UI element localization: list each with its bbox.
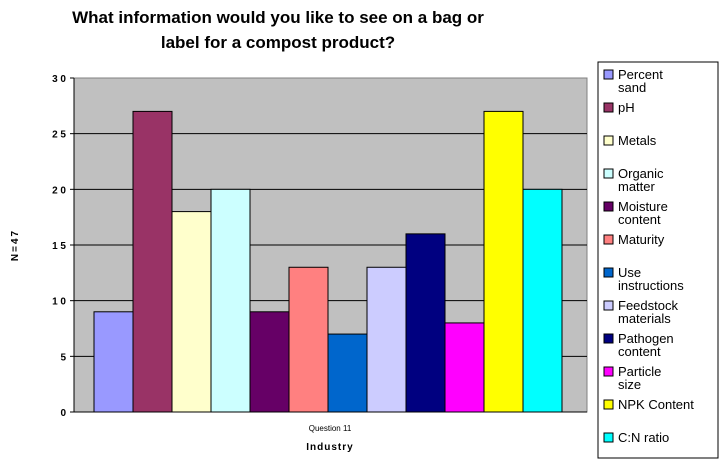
- legend-item: Metals: [603, 133, 657, 148]
- bar-organic-matter: [210, 188, 251, 413]
- y-tick-label: 5: [60, 352, 66, 363]
- legend-swatch: [603, 366, 614, 377]
- legend-swatch: [603, 102, 614, 113]
- legend-label: Metals: [618, 133, 657, 148]
- legend-item: Maturity: [603, 232, 665, 247]
- y-tick-label: 3 0: [52, 74, 66, 85]
- bar-npk-content: [483, 110, 524, 413]
- legend-swatch: [603, 201, 614, 212]
- bars: [93, 110, 563, 413]
- legend-label: Percent sand: [618, 67, 663, 95]
- legend-label: Maturity: [618, 232, 665, 247]
- bar-percent-sand: [93, 311, 134, 413]
- y-tick-label: 2 5: [52, 130, 66, 141]
- legend-item: Use instructions: [603, 265, 684, 293]
- legend-swatch: [603, 234, 614, 245]
- y-tick-label: 2 0: [52, 185, 66, 196]
- legend-item: Percent sand: [603, 67, 663, 95]
- legend-item: Particle size: [603, 364, 661, 392]
- bar-particle-size: [444, 322, 485, 413]
- legend-swatch: [603, 432, 614, 443]
- y-tick-label: 1 0: [52, 297, 66, 308]
- chart-title-line-2: label for a compost product?: [161, 33, 395, 52]
- x-axis-label: Industry: [306, 442, 353, 453]
- legend-label: Use instructions: [618, 265, 684, 293]
- legend-item: Feedstock materials: [603, 298, 678, 326]
- bar-ph: [132, 110, 173, 413]
- y-axis-label: N=47: [10, 229, 21, 261]
- legend-swatch: [603, 267, 614, 278]
- legend-label: Moisture content: [618, 199, 668, 227]
- legend-item: NPK Content: [603, 397, 694, 412]
- legend-label: Feedstock materials: [618, 298, 678, 326]
- legend-label: Organic matter: [618, 166, 664, 194]
- legend-swatch: [603, 399, 614, 410]
- legend-box: [597, 61, 719, 459]
- y-tick-label: 0: [60, 408, 66, 419]
- legend-label: Particle size: [618, 364, 661, 392]
- bar-c-n-ratio: [522, 188, 563, 413]
- legend-item: Moisture content: [603, 199, 668, 227]
- legend-label: NPK Content: [618, 397, 694, 412]
- legend-swatch: [603, 69, 614, 80]
- bar-moisture-content: [249, 311, 290, 413]
- legend-item: Pathogen content: [603, 331, 674, 359]
- bar-maturity: [288, 266, 329, 413]
- chart-title-line-1: What information would you like to see o…: [72, 8, 484, 27]
- bar-feedstock-materials: [366, 266, 407, 413]
- legend-swatch: [603, 168, 614, 179]
- legend-label: Pathogen content: [618, 331, 674, 359]
- bar-use-instructions: [327, 333, 368, 413]
- legend: Percent sand pH Metals Organic matter Moisture…: [603, 67, 694, 445]
- legend-label: pH: [618, 100, 635, 115]
- legend-label: C:N ratio: [618, 430, 669, 445]
- legend-item: Organic matter: [603, 166, 664, 194]
- legend-swatch: [603, 333, 614, 344]
- bar-metals: [171, 211, 212, 413]
- y-tick-label: 1 5: [52, 241, 66, 252]
- bar-pathogen-content: [405, 233, 446, 413]
- x-category-label: Question 11: [309, 424, 352, 433]
- legend-item: C:N ratio: [603, 430, 669, 445]
- y-tick-labels: 0 5 1 0 1 5 2 0 2 5 3 0: [52, 74, 74, 419]
- legend-item: pH: [603, 100, 635, 115]
- legend-swatch: [603, 135, 614, 146]
- legend-swatch: [603, 300, 614, 311]
- chart-title: What information would you like to see o…: [72, 8, 484, 52]
